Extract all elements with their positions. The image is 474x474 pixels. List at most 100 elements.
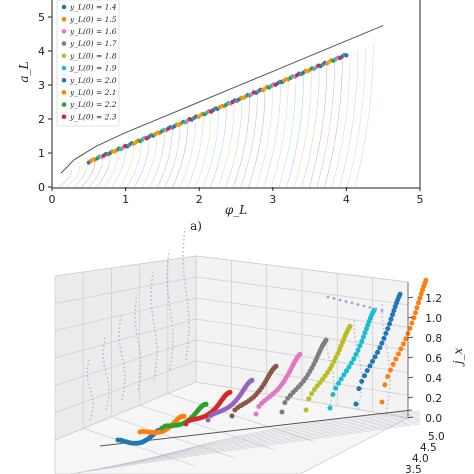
trajectory-point <box>344 368 349 374</box>
faint-trajectory <box>210 105 227 188</box>
shadow-trace <box>353 318 363 410</box>
faint-trajectory <box>96 153 111 188</box>
trajectory-point <box>381 335 387 341</box>
faint-trajectory <box>339 50 359 188</box>
x-tick-label: 0 <box>49 193 56 206</box>
trajectory-point <box>409 320 415 326</box>
floor-grid <box>139 404 276 451</box>
faint-trajectory <box>81 159 96 188</box>
trajectory-point <box>314 383 320 389</box>
legend-box <box>56 0 120 127</box>
x-tick-label: 4 <box>343 193 350 206</box>
trajectory-point <box>306 396 312 402</box>
floor-trajectory <box>157 410 421 458</box>
legend-marker <box>61 102 67 107</box>
shadow-trace <box>134 293 142 391</box>
faint-trajectory <box>58 169 73 188</box>
faint-marker <box>362 304 366 308</box>
y-axis-label: a_L <box>17 61 31 82</box>
faint-trajectory <box>331 53 351 188</box>
trajectory-point <box>327 366 333 372</box>
faint-trajectory <box>347 47 366 188</box>
trajectory-point <box>364 368 370 374</box>
faint-trajectory <box>248 89 266 188</box>
trajectory-point <box>411 315 417 321</box>
left-grid-h <box>54 255 197 277</box>
faint-marker <box>326 295 330 299</box>
left-grid-h <box>54 276 197 304</box>
faint-trajectory <box>217 101 235 188</box>
3d-grid-panes <box>54 255 410 474</box>
faint-trajectory <box>134 137 150 188</box>
trajectory-point <box>401 341 406 347</box>
legend-entry: y_L(0) = 2.0 <box>69 76 117 85</box>
z-tick-mark <box>407 296 414 299</box>
depth-tick-label: 5.0 <box>428 431 445 443</box>
trajectory-point <box>403 336 409 342</box>
faint-marker <box>338 298 342 302</box>
faint-trajectory <box>316 60 335 188</box>
faint-trajectory <box>172 121 189 188</box>
trajectory-point <box>362 373 367 379</box>
faint-trajectory <box>263 82 281 188</box>
faint-trajectory <box>157 127 173 188</box>
y-tick-label: 4 <box>38 45 45 58</box>
faint-trajectory <box>225 98 243 188</box>
legend-marker <box>61 16 67 22</box>
legend-entry: y_L(0) = 2.3 <box>69 112 117 121</box>
trajectory-point <box>407 325 413 331</box>
trajectory-point <box>203 401 209 407</box>
faint-trajectory <box>66 166 80 188</box>
faint-marker <box>374 307 378 311</box>
trajectory-point <box>337 347 342 353</box>
legend-entry: y_L(0) = 1.7 <box>69 39 117 48</box>
trajectory-point <box>329 362 335 368</box>
trajectory-point <box>351 356 357 362</box>
z-tick-mark <box>407 336 414 339</box>
z-tick-mark <box>407 396 414 399</box>
trajectory-point <box>370 358 375 364</box>
trajectory-point <box>390 312 395 318</box>
trajectory-point <box>341 372 347 378</box>
trajectory-point <box>391 308 397 313</box>
legend-marker <box>61 53 67 59</box>
faint-trajectory <box>187 114 204 188</box>
legend-marker <box>61 114 67 120</box>
trajectory-point <box>333 385 339 391</box>
y-axis-ticks: 0 1 2 3 4 5 <box>38 11 52 194</box>
z-axis-ticks: 0.0 0.2 0.4 0.6 0.8 1.0 1.2 <box>407 282 442 425</box>
trajectory-point <box>398 346 404 352</box>
trajectory-point <box>379 399 385 405</box>
left-grid-h <box>54 381 197 441</box>
faint-trajectory <box>286 73 304 188</box>
trajectory-point <box>279 409 285 415</box>
z-axis-label: j_x <box>451 348 465 368</box>
z-tick-mark <box>407 376 414 379</box>
trajectory-point <box>356 386 362 392</box>
envelope-line <box>60 25 384 174</box>
trajectory-point <box>377 345 383 351</box>
legend-entry: y_L(0) = 1.4 <box>69 3 117 12</box>
trajectory-point <box>375 349 380 355</box>
trajectory-point <box>416 300 421 306</box>
faint-trajectory <box>271 79 289 188</box>
trajectory-point <box>327 405 333 411</box>
trajectory-point <box>382 382 388 388</box>
z-tick-mark <box>407 316 414 319</box>
trajectory-point <box>325 370 330 376</box>
trajectory-point <box>323 337 329 343</box>
z-tick-label: 0.4 <box>425 373 442 385</box>
faint-marker <box>350 301 354 305</box>
trajectory-point <box>336 380 341 386</box>
trajectory-point <box>205 417 211 423</box>
y-tick-label: 5 <box>38 11 45 24</box>
x-axis-ticks: 0 1 2 3 4 5 <box>49 187 424 206</box>
x-tick-label: 3 <box>269 193 276 206</box>
y-tick-label: 0 <box>38 181 45 194</box>
z-tick-label: 1.2 <box>425 293 442 305</box>
legend-marker <box>61 29 67 34</box>
floor-grid <box>167 393 316 443</box>
floor-trajectory <box>77 422 421 473</box>
faint-marker <box>380 309 384 312</box>
